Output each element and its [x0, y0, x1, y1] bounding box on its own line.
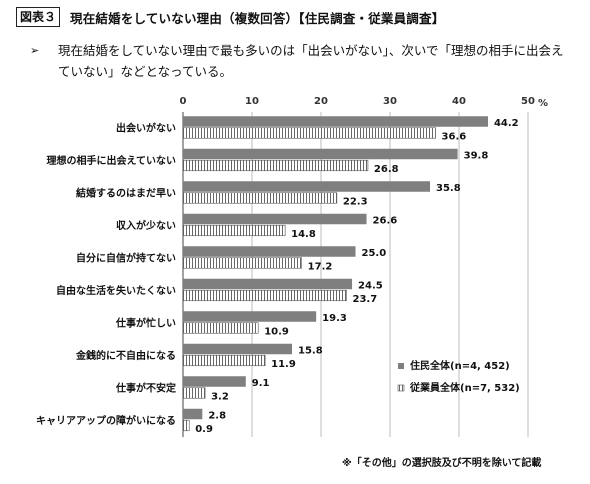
- category-label: 仕事が忙しい: [115, 316, 176, 329]
- data-label-series2: 22.3: [343, 196, 368, 207]
- category-label: 仕事が不安定: [115, 381, 176, 394]
- bar-series1: [183, 376, 246, 387]
- data-label-series1: 35.8: [436, 183, 461, 194]
- bar-series1: [183, 408, 203, 420]
- category-label: キャリアアップの障がいになる: [36, 414, 176, 427]
- bar-series1: [183, 343, 293, 355]
- legend-label-series2: 従業員全体(n=7, 532): [409, 381, 520, 394]
- bar-series2: [182, 192, 338, 204]
- x-tick-label: 10: [245, 96, 259, 107]
- data-label-series2: 23.7: [353, 294, 378, 305]
- category-label: 収入が少ない: [116, 219, 176, 232]
- legend-swatch-series1: [398, 363, 404, 369]
- bar-series2: [182, 224, 286, 237]
- category-label: 金銭的に不自由になる: [75, 349, 176, 362]
- data-label-series2: 10.9: [264, 326, 289, 337]
- bar-series1: [183, 116, 488, 127]
- data-label-series2: 0.9: [195, 424, 213, 435]
- bar-series1: [183, 181, 431, 192]
- bar-series2: [182, 289, 347, 302]
- data-label-series2: 11.9: [271, 359, 296, 370]
- x-tick-label: 50: [521, 96, 535, 107]
- bar-series1: [183, 213, 367, 225]
- category-label: 自分に自信が持てない: [76, 251, 176, 264]
- footnote: ※「その他」の選択肢及び不明を除いて記載: [342, 458, 542, 469]
- data-label-series2: 26.8: [374, 164, 399, 175]
- category-label: 出会いがない: [116, 121, 176, 134]
- summary: ➢ 現在結婚をしていない理由で最も多いのは「出会いがない」、次いで「理想の相手に…: [30, 40, 570, 82]
- figure-label: 図表３: [16, 7, 61, 27]
- summary-text: 現在結婚をしていない理由で最も多いのは「出会いがない」、次いで「理想の相手に出会…: [58, 43, 564, 79]
- data-label-series1: 25.0: [362, 248, 387, 259]
- category-label: 理想の相手に出会えていない: [47, 154, 177, 167]
- data-label-series1: 15.8: [298, 345, 323, 356]
- bar-series1: [183, 311, 317, 322]
- x-tick-label: 0: [180, 96, 187, 107]
- data-label-series2: 3.2: [211, 391, 229, 402]
- bar-series1: [183, 278, 353, 290]
- figure-header: 図表３ 現在結婚をしていない理由（複数回答）【住民調査・従業員調査】: [16, 6, 444, 28]
- data-label-series1: 24.5: [358, 280, 383, 291]
- category-label: 自由な生活を失いたくない: [56, 284, 176, 297]
- arrow-bullet-icon: ➢: [30, 44, 40, 57]
- category-label: 結婚するのはまだ早い: [76, 186, 176, 199]
- bar-series2: [182, 322, 259, 334]
- bar-series2: [182, 419, 190, 432]
- data-label-series2: 17.2: [308, 261, 333, 272]
- bar-series2: [182, 257, 302, 269]
- bar-series1: [183, 148, 458, 160]
- data-label-series2: 36.6: [442, 131, 467, 142]
- bar-series2: [182, 387, 206, 399]
- bar-series2: [182, 159, 369, 172]
- figure-title: 現在結婚をしていない理由（複数回答）【住民調査・従業員調査】: [70, 10, 445, 26]
- data-label-series1: 26.6: [373, 215, 398, 226]
- x-tick-label: 30: [383, 96, 397, 107]
- legend-label-series1: 住民全体(n=4, 452): [410, 359, 510, 372]
- x-axis-unit: %: [538, 98, 548, 109]
- x-tick-label: 40: [452, 96, 466, 107]
- legend-swatch-series2: [397, 384, 405, 392]
- bar-series2: [182, 127, 436, 139]
- data-label-series1: 9.1: [252, 378, 270, 389]
- bar-series1: [183, 246, 356, 257]
- data-label-series2: 14.8: [291, 229, 316, 240]
- x-tick-label: 20: [314, 96, 328, 107]
- data-label-series1: 39.8: [464, 150, 489, 161]
- data-label-series1: 19.3: [322, 313, 347, 324]
- data-label-series1: 44.2: [494, 118, 519, 129]
- bar-series2: [182, 354, 266, 367]
- data-label-series1: 2.8: [208, 410, 226, 421]
